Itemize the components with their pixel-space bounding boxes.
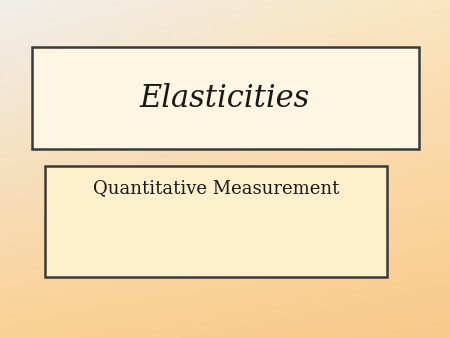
FancyBboxPatch shape [45,166,387,277]
Text: Quantitative Measurement: Quantitative Measurement [93,179,339,197]
Text: Elasticities: Elasticities [140,82,310,114]
FancyBboxPatch shape [32,47,419,149]
